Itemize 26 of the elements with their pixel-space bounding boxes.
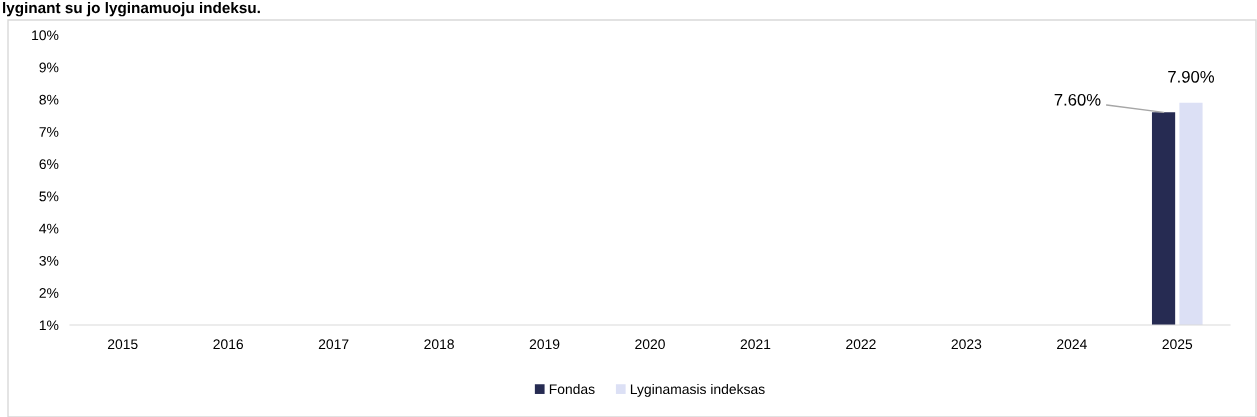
x-tick-label: 2018: [424, 339, 454, 350]
x-tick-label: 2016: [213, 339, 244, 350]
y-tick-label: 2%: [39, 288, 59, 298]
legend-label: Lyginamasis indeksas: [630, 383, 765, 397]
y-tick-label: 8%: [39, 94, 59, 105]
y-tick-label: 1%: [39, 320, 59, 331]
y-tick-label: 3%: [39, 255, 59, 266]
y-tick-label: 4%: [39, 223, 59, 234]
x-tick-label: 2015: [107, 339, 138, 350]
y-tick-label: 10%: [32, 30, 59, 41]
x-tick-label: 2021: [740, 339, 771, 350]
legend-label: Fondas: [549, 383, 595, 395]
x-tick-label: 2017: [318, 339, 349, 350]
y-tick-label: 6%: [39, 159, 59, 170]
x-tick-label: 2022: [846, 339, 876, 350]
y-tick-label: 9%: [39, 62, 59, 73]
y-tick-label: 7%: [39, 127, 59, 137]
x-tick-label: 2025: [1162, 339, 1193, 350]
data-label: 7.90%: [1168, 70, 1215, 83]
x-tick-label: 2023: [951, 339, 982, 350]
x-tick-label: 2019: [529, 339, 560, 350]
data-label: 7.60%: [1054, 93, 1101, 106]
y-tick-label: 5%: [39, 191, 59, 202]
x-tick-label: 2020: [635, 339, 665, 350]
x-tick-label: 2024: [1057, 339, 1087, 350]
chart-title: lyginant su jo lyginamuoju indeksu.: [3, 2, 260, 17]
